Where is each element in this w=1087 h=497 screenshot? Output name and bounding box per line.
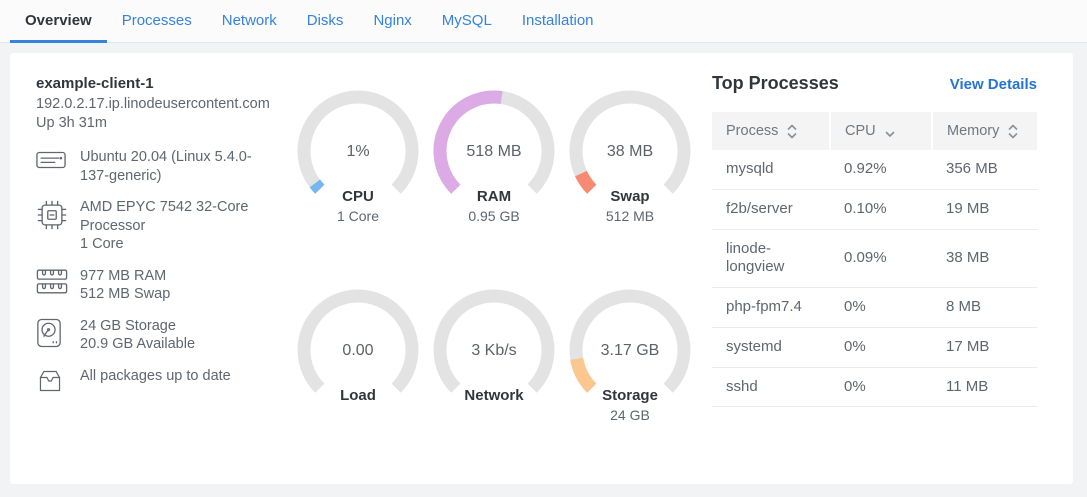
memory-value-cell: 8 MB [932, 287, 1037, 328]
table-row: linode-longview 0.09% 38 MB [712, 229, 1037, 288]
cpu-column-header[interactable]: CPU [829, 112, 932, 150]
overview-card: example-client-1 192.0.2.17.ip.linodeuse… [10, 53, 1073, 484]
load-gauge-arc: 0.00 [297, 289, 419, 393]
cpu-gauge-value: 1% [346, 143, 369, 160]
system-info-panel: example-client-1 192.0.2.17.ip.linodeuse… [36, 73, 276, 484]
client-hostname: example-client-1 [36, 75, 154, 92]
disk-icon [36, 317, 80, 353]
tab-overview[interactable]: Overview [10, 0, 107, 43]
ram-spec-text: 977 MB RAM 512 MB Swap [80, 267, 170, 304]
memory-value-cell: 17 MB [932, 327, 1037, 368]
sort-both-icon [787, 124, 797, 139]
process-name-cell: mysqld [712, 150, 830, 190]
memory-column-header[interactable]: Memory [931, 112, 1037, 150]
tab-bar: Overview Processes Network Disks Nginx M… [0, 0, 1087, 43]
memory-value-cell: 38 MB [932, 229, 1037, 288]
storage-size: 24 GB Storage [80, 317, 176, 334]
load-gauge-label: Load [340, 387, 376, 404]
view-details-link[interactable]: View Details [949, 76, 1037, 93]
tab-disks[interactable]: Disks [306, 12, 344, 29]
storage-gauge-label: Storage [602, 387, 658, 404]
top-processes-panel: Top Processes View Details Process CPU M… [712, 73, 1037, 484]
process-name-cell: linode-longview [712, 229, 830, 288]
gauges-grid: 1% CPU 1 Core 518 MB RAM 0.95 GB 38 MB S… [276, 73, 712, 484]
swap-gauge-label: Swap [610, 188, 650, 205]
cpu-value-cell: 0% [830, 367, 932, 408]
ram-gauge: 518 MB RAM 0.95 GB [426, 89, 562, 224]
storage-spec-text: 24 GB Storage 20.9 GB Available [80, 317, 195, 354]
network-gauge-arc: 3 Kb/s [433, 289, 555, 393]
swap-gauge-value: 38 MB [607, 143, 653, 160]
cpu-cores: 1 Core [80, 236, 124, 253]
os-spec-item: Ubuntu 20.04 (Linux 5.4.0-137-generic) [36, 148, 276, 185]
process-name-cell: sshd [712, 367, 830, 408]
swap-gauge-sublabel: 512 MB [605, 208, 655, 224]
memory-value-cell: 19 MB [932, 189, 1037, 230]
packages-spec-item: All packages up to date [36, 367, 276, 399]
table-row: sshd 0% 11 MB [712, 367, 1037, 408]
storage-gauge-arc: 3.17 GB [569, 289, 691, 393]
ram-spec-item: 977 MB RAM 512 MB Swap [36, 267, 276, 304]
cpu-icon [36, 198, 80, 236]
cpu-value-cell: 0.10% [830, 189, 932, 230]
table-row: systemd 0% 17 MB [712, 327, 1037, 368]
tab-network[interactable]: Network [221, 12, 277, 29]
storage-gauge-sublabel: 24 GB [610, 407, 650, 423]
tab-nginx[interactable]: Nginx [373, 12, 412, 29]
cpu-gauge-sublabel: 1 Core [336, 208, 380, 224]
ram-gauge-sublabel: 0.95 GB [468, 208, 520, 224]
tab-mysql[interactable]: MySQL [441, 12, 492, 29]
os-spec-text: Ubuntu 20.04 (Linux 5.4.0-137-generic) [80, 149, 252, 184]
ram-gauge-label: RAM [476, 188, 512, 205]
ram-gauge-value: 518 MB [466, 143, 521, 160]
cpu-model: AMD EPYC 7542 32-Core Processor [80, 199, 249, 234]
ram-icon [36, 267, 80, 300]
table-row: php-fpm7.4 0% 8 MB [712, 287, 1037, 328]
system-spec-list: Ubuntu 20.04 (Linux 5.4.0-137-generic) [36, 148, 276, 399]
packages-status-text: All packages up to date [80, 368, 231, 385]
ram-size: 977 MB RAM [80, 267, 167, 284]
cpu-spec-item: AMD EPYC 7542 32-Core Processor 1 Core [36, 198, 276, 254]
load-gauge-value: 0.00 [342, 342, 373, 359]
distro-icon [36, 148, 80, 176]
package-icon [36, 367, 80, 399]
load-gauge: 0.00 Load [290, 288, 426, 423]
process-name-cell: php-fpm7.4 [712, 287, 830, 328]
process-name-cell: systemd [712, 327, 830, 368]
cpu-value-cell: 0% [830, 327, 932, 368]
swap-gauge-arc: 38 MB [569, 90, 691, 194]
storage-gauge-value: 3.17 GB [601, 342, 660, 359]
cpu-value-cell: 0% [830, 287, 932, 328]
storage-gauge: 3.17 GB Storage 24 GB [562, 288, 698, 423]
ram-gauge-arc: 518 MB [433, 90, 555, 194]
network-gauge: 3 Kb/s Network [426, 288, 562, 423]
table-row: mysqld 0.92% 356 MB [712, 150, 1037, 190]
process-column-header[interactable]: Process [712, 112, 830, 150]
network-gauge-label: Network [464, 387, 524, 404]
sort-desc-icon [885, 124, 895, 139]
cpu-gauge: 1% CPU 1 Core [290, 89, 426, 224]
memory-value-cell: 356 MB [932, 150, 1037, 190]
processes-table: Process CPU Memory mysqld 0.92% 356 MB f2b/… [712, 112, 1037, 408]
table-row: f2b/server 0.10% 19 MB [712, 189, 1037, 230]
network-gauge-value: 3 Kb/s [471, 342, 516, 359]
storage-spec-item: 24 GB Storage 20.9 GB Available [36, 317, 276, 354]
cpu-gauge-label: CPU [342, 188, 374, 205]
tab-installation[interactable]: Installation [521, 12, 594, 29]
client-uptime: Up 3h 31m [36, 114, 107, 131]
cpu-gauge-arc: 1% [297, 90, 419, 194]
swap-size: 512 MB Swap [80, 286, 171, 303]
storage-available: 20.9 GB Available [80, 336, 196, 353]
client-domain: 192.0.2.17.ip.linodeusercontent.com [36, 96, 270, 112]
top-processes-title: Top Processes [712, 73, 839, 93]
cpu-value-cell: 0.09% [830, 229, 932, 288]
cpu-value-cell: 0.92% [830, 150, 932, 190]
process-name-cell: f2b/server [712, 189, 830, 230]
swap-gauge: 38 MB Swap 512 MB [562, 89, 698, 224]
tab-processes[interactable]: Processes [121, 12, 192, 29]
memory-value-cell: 11 MB [932, 367, 1037, 408]
cpu-spec-text: AMD EPYC 7542 32-Core Processor 1 Core [80, 198, 266, 254]
sort-both-icon [1008, 124, 1018, 139]
